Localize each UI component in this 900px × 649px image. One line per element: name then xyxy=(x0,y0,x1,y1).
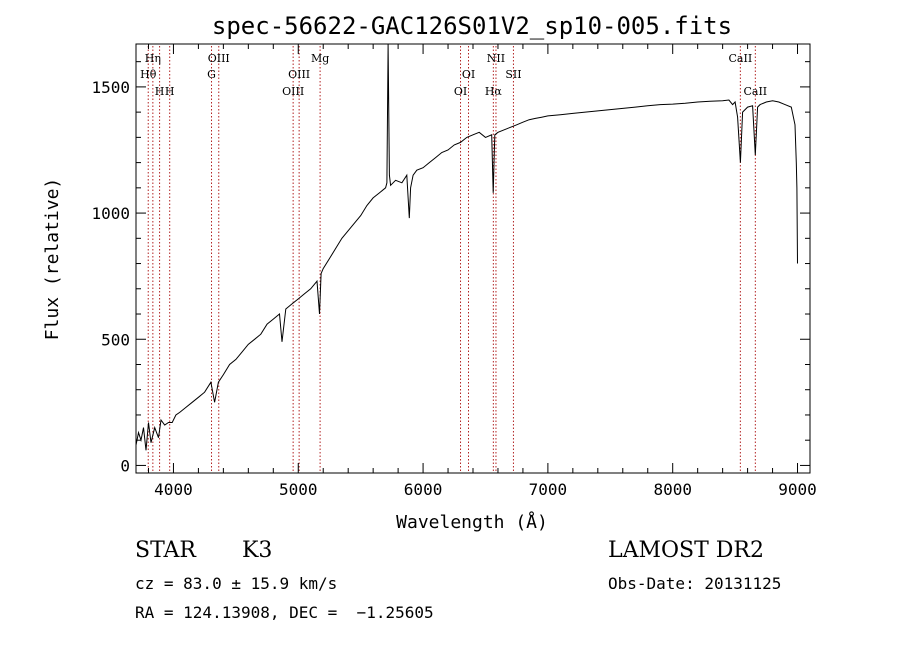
line-marker-label: OIII xyxy=(288,68,310,81)
x-axis-label: Wavelength (Å) xyxy=(396,511,548,533)
y-tick-label: 500 xyxy=(101,330,130,349)
line-marker-label: Hα xyxy=(485,85,503,98)
x-tick-label: 8000 xyxy=(653,480,692,499)
ra-dec: RA = 124.13908, DEC = −1.25605 xyxy=(135,603,434,622)
line-marker-label: H xyxy=(155,85,165,98)
line-marker-label: NII xyxy=(487,52,505,65)
x-axis: 4000 5000 6000 7000 8000 9000 xyxy=(147,44,817,499)
y-axis: 0 500 1000 1500 xyxy=(91,61,810,475)
line-marker-label: CaII xyxy=(743,85,767,98)
line-marker-label: Hθ xyxy=(140,68,157,81)
observation-date: Obs-Date: 20131125 xyxy=(608,574,782,593)
line-marker-label: SII xyxy=(505,68,521,81)
redshift-velocity: cz = 83.0 ± 15.9 km/s xyxy=(135,574,338,593)
y-tick-label: 0 xyxy=(120,456,130,475)
x-tick-label: 9000 xyxy=(778,480,817,499)
line-marker-label: G xyxy=(207,68,216,81)
line-marker-label: OIII xyxy=(282,85,304,98)
plot-frame xyxy=(135,43,811,474)
object-class: STAR xyxy=(135,538,196,563)
line-marker-label: H xyxy=(165,85,175,98)
line-marker-label: CaII xyxy=(729,52,753,65)
chart-title: spec-56622-GAC126S01V2_sp10-005.fits xyxy=(212,12,732,40)
y-tick-label: 1500 xyxy=(91,78,130,97)
spectrum-line xyxy=(135,44,798,451)
object-subclass: K3 xyxy=(242,538,273,563)
x-tick-label: 7000 xyxy=(529,480,568,499)
line-marker-label: OI xyxy=(462,68,475,81)
x-tick-label: 6000 xyxy=(404,480,443,499)
line-marker-label: OIII xyxy=(208,52,230,65)
emission-line-markers xyxy=(147,46,756,473)
line-marker-label: OI xyxy=(454,85,467,98)
line-marker-label: Hη xyxy=(145,52,161,65)
survey-name: LAMOST DR2 xyxy=(608,538,764,563)
y-tick-label: 1000 xyxy=(91,204,130,223)
line-marker-label: Mg xyxy=(311,52,329,65)
x-tick-label: 4000 xyxy=(154,480,193,499)
x-tick-label: 5000 xyxy=(279,480,318,499)
y-axis-label: Flux (relative) xyxy=(42,178,63,341)
